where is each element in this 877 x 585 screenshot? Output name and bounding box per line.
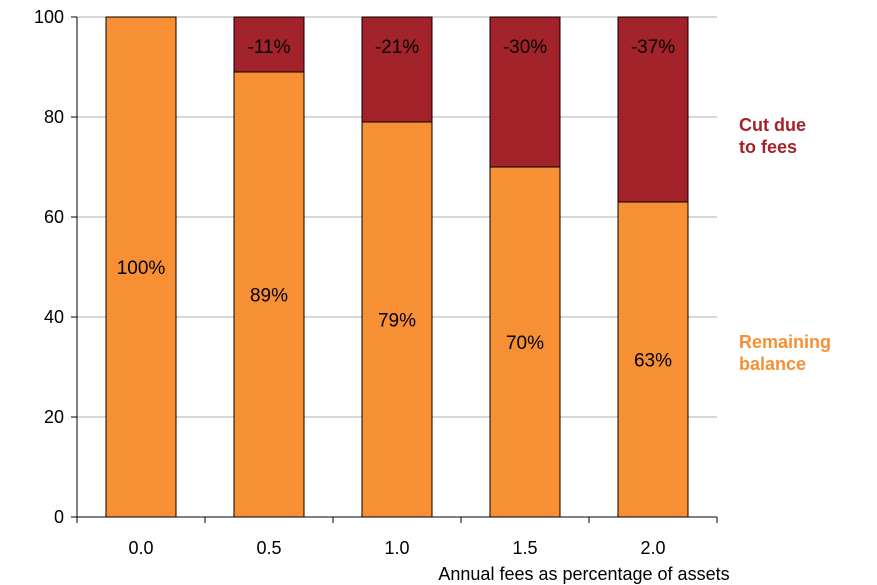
data-label: -37% [631,37,675,58]
x-tick-label: 0.0 [128,538,153,558]
y-tick-label: 0 [54,507,64,527]
y-tick-label: 60 [44,207,64,227]
bar-cut-due-to-fees [361,16,433,123]
y-tick-label: 20 [44,407,64,427]
bar-remaining-balance [105,16,177,518]
bars [105,16,689,518]
data-label: 100% [117,258,166,279]
y-tick-label: 100 [34,7,64,27]
data-label: 63% [634,351,672,372]
bar-cut-due-to-fees [617,16,689,203]
x-axis-title: Annual fees as percentage of assets [438,564,729,584]
data-label: -30% [503,37,547,58]
axes [71,16,718,523]
x-tick-label: 2.0 [640,538,665,558]
x-tick-label: 0.5 [256,538,281,558]
x-tick-label: 1.5 [512,538,537,558]
bar-remaining-balance [617,201,689,518]
data-label: 79% [378,311,416,332]
legend-remaining-balance: Remaining [739,332,831,352]
x-tick-label: 1.0 [384,538,409,558]
legend-cut-due-to-fees: to fees [739,137,797,157]
y-tick-label: 80 [44,107,64,127]
data-label: -11% [248,37,291,58]
data-label: -21% [375,37,419,58]
legend-cut-due-to-fees: Cut due [739,115,806,135]
bar-cut-due-to-fees [489,16,561,168]
bar-cut-due-to-fees [233,16,305,73]
legend-remaining-balance: balance [739,354,806,374]
y-tick-label: 40 [44,307,64,327]
data-label: 70% [506,333,544,354]
labels: 0 20 40 60 80 100 100% 0.0 89% -11% 0.5 79% -21% 1.0 7… [34,7,675,558]
data-label: 89% [250,286,288,307]
